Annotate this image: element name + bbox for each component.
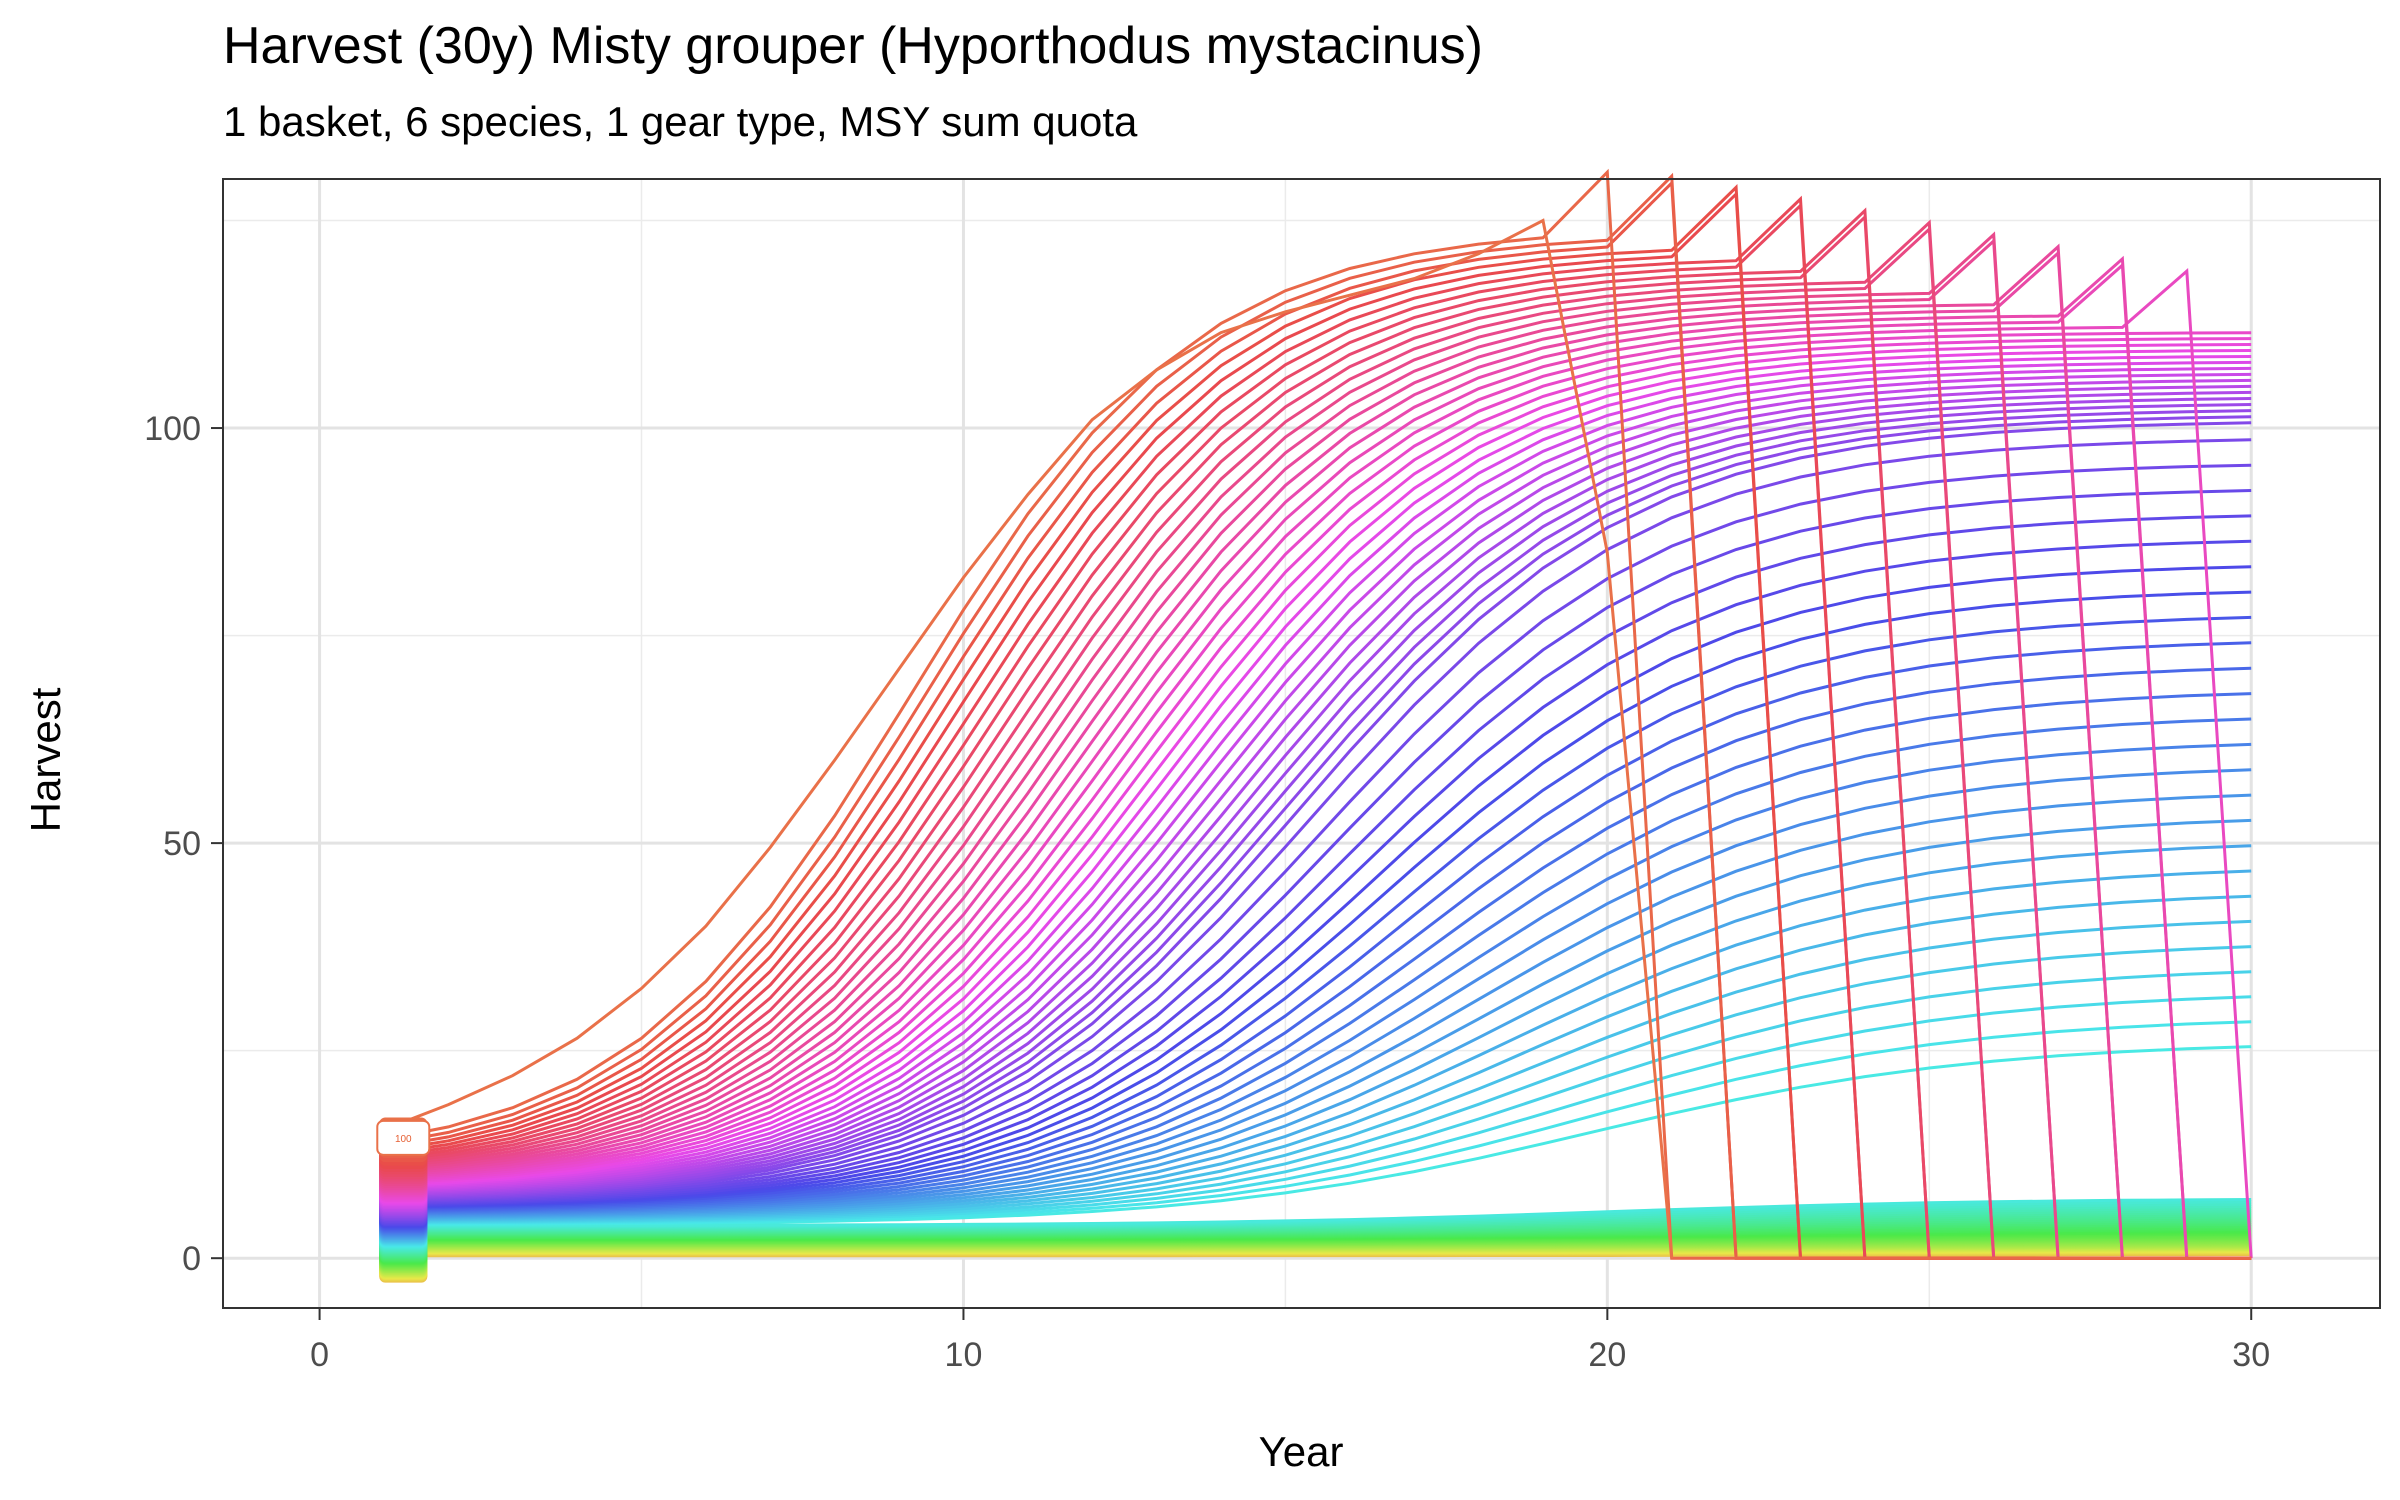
series-line-35 (383, 421, 2252, 1202)
series-line-13 (383, 231, 2252, 1260)
series-line-17 (383, 255, 2252, 1260)
series-line-37 (383, 463, 2252, 1204)
series-line-7 (383, 195, 2252, 1260)
series-line-34 (383, 415, 2252, 1200)
series-line-14 (383, 237, 2252, 1260)
series-line-38 (383, 489, 2252, 1205)
series-line-33 (383, 409, 2252, 1199)
x-tick-label: 30 (2232, 1336, 2270, 1374)
y-axis-title: Harvest (22, 687, 69, 832)
chart-title: Harvest (30y) Misty grouper (Hyporthodus… (223, 17, 1483, 75)
series-line-44 (383, 641, 2252, 1211)
plot-panel-border (222, 178, 2381, 1309)
x-tick-label: 20 (1588, 1336, 1626, 1374)
x-tick-label: 10 (945, 1336, 983, 1374)
x-tick-label: 0 (310, 1336, 329, 1374)
start-markers: 100 (376, 1117, 431, 1283)
series-line-24 (383, 355, 2252, 1188)
series-line-9 (383, 207, 2252, 1260)
series-line-16 (383, 249, 2252, 1260)
series-line-25 (383, 360, 2252, 1189)
series-line-10 (383, 213, 2252, 1260)
series-line-2 (383, 168, 2252, 1260)
series-line-5 (383, 184, 2252, 1260)
series-lines (383, 168, 2253, 1260)
series-line-45 (383, 666, 2252, 1212)
y-tick-label: 0 (182, 1240, 201, 1278)
series-line-18 (383, 262, 2252, 1260)
series-line-48 (383, 742, 2252, 1215)
series-label-box (376, 1119, 431, 1156)
series-line-11 (383, 219, 2252, 1260)
series-line-6 (383, 190, 2252, 1260)
series-line-20 (383, 331, 2252, 1182)
series-label-text: 100 (395, 1134, 412, 1145)
series-line-42 (383, 590, 2252, 1209)
series-line-40 (383, 539, 2252, 1207)
series-line-12 (383, 225, 2252, 1260)
series-line-41 (383, 565, 2252, 1208)
series-line-46 (383, 692, 2252, 1213)
series-line-8 (383, 202, 2252, 1260)
x-axis-title: Year (1259, 1428, 1344, 1475)
chart-subtitle: 1 basket, 6 species, 1 gear type, MSY su… (223, 98, 1138, 145)
series-line-22 (383, 343, 2252, 1185)
series-line-61 (384, 1198, 2252, 1227)
y-tick-label: 100 (144, 410, 201, 448)
series-line-27 (383, 372, 2252, 1192)
axis-ticks: 0 10 20 30 0 50 100 (144, 410, 2270, 1374)
y-tick-label: 50 (163, 825, 201, 863)
series-line-43 (383, 615, 2252, 1210)
series-line-21 (383, 337, 2252, 1184)
series-line-39 (383, 514, 2252, 1206)
series-line-1 (383, 218, 1674, 1259)
series-line-36 (383, 438, 2252, 1203)
series-line-15 (383, 243, 2252, 1260)
series-line-4 (383, 179, 2252, 1260)
series-line-23 (383, 349, 2252, 1187)
series-line-19 (383, 267, 2253, 1259)
series-line-31 (383, 397, 2252, 1197)
series-line-47 (383, 717, 2252, 1214)
series-line-3 (383, 172, 2252, 1260)
